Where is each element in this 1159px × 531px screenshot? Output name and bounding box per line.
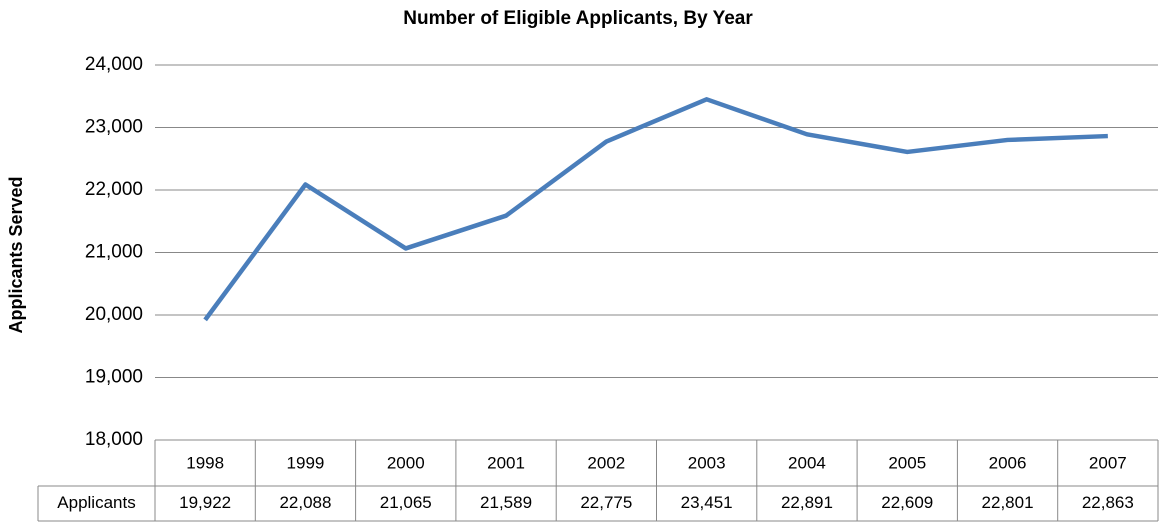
table-value: 21,065 (380, 493, 432, 512)
chart-title: Number of Eligible Applicants, By Year (403, 8, 753, 29)
y-tick-label: 21,000 (85, 242, 143, 263)
table-value: 22,609 (881, 493, 933, 512)
x-tick-label: 1999 (287, 453, 325, 472)
table-value: 23,451 (681, 493, 733, 512)
table-value: 22,891 (781, 493, 833, 512)
y-tick-label: 20,000 (85, 304, 143, 325)
x-tick-label: 2000 (387, 453, 425, 472)
table-value: 22,775 (580, 493, 632, 512)
y-tick-label: 24,000 (85, 54, 143, 75)
y-tick-label: 19,000 (85, 367, 143, 388)
table-value: 22,088 (279, 493, 331, 512)
x-tick-label: 2004 (788, 453, 826, 472)
y-tick-label: 23,000 (85, 117, 143, 138)
table-value: 22,801 (982, 493, 1034, 512)
table-value: 19,922 (179, 493, 231, 512)
x-tick-label: 2007 (1089, 453, 1127, 472)
x-tick-label: 1998 (186, 453, 224, 472)
x-tick-label: 2001 (487, 453, 525, 472)
y-tick-label: 18,000 (85, 429, 143, 450)
x-tick-label: 2002 (587, 453, 625, 472)
y-tick-label: 22,000 (85, 179, 143, 200)
y-axis-label: Applicants Served (6, 176, 26, 333)
series-line (203, 97, 1108, 322)
table-row-label: Applicants (57, 493, 135, 512)
x-tick-label: 2006 (989, 453, 1027, 472)
table-value: 21,589 (480, 493, 532, 512)
x-tick-label: 2005 (888, 453, 926, 472)
x-tick-label: 2003 (688, 453, 726, 472)
table-value: 22,863 (1082, 493, 1134, 512)
